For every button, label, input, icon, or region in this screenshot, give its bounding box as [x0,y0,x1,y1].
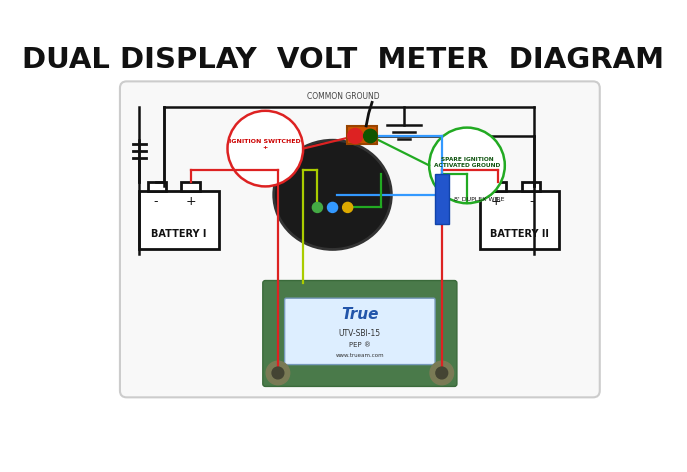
Circle shape [343,202,352,212]
FancyBboxPatch shape [488,182,506,191]
Text: -: - [530,195,534,208]
Text: BATTERY II: BATTERY II [490,229,549,239]
Text: COMMON GROUND: COMMON GROUND [307,92,380,101]
Text: IGNITION SWITCHED
+: IGNITION SWITCHED + [229,139,301,150]
FancyBboxPatch shape [181,182,200,191]
Circle shape [363,129,377,143]
FancyBboxPatch shape [284,298,435,364]
Text: SPARE IGNITION
ACTIVATED GROUND: SPARE IGNITION ACTIVATED GROUND [434,158,500,169]
FancyBboxPatch shape [435,174,449,224]
Circle shape [272,367,284,379]
Circle shape [266,361,290,385]
Text: 8' DUPLEX WIRE: 8' DUPLEX WIRE [453,196,504,202]
Circle shape [227,111,303,186]
FancyBboxPatch shape [347,126,377,144]
Text: DUAL DISPLAY  VOLT  METER  DIAGRAM: DUAL DISPLAY VOLT METER DIAGRAM [23,46,664,75]
Circle shape [429,127,505,203]
FancyBboxPatch shape [263,280,457,387]
Circle shape [430,361,453,385]
Circle shape [328,202,337,212]
Circle shape [313,202,322,212]
Text: BATTERY I: BATTERY I [152,229,207,239]
FancyBboxPatch shape [148,182,166,191]
Circle shape [348,128,363,143]
Text: www.trueam.com: www.trueam.com [335,353,384,358]
Text: -: - [154,195,158,208]
Text: +: + [186,195,196,208]
Text: UTV-SBI-15: UTV-SBI-15 [339,329,381,338]
Text: PEP ®: PEP ® [349,342,371,347]
FancyBboxPatch shape [521,182,540,191]
Ellipse shape [273,140,392,249]
FancyBboxPatch shape [139,191,219,249]
Text: +: + [491,195,502,208]
FancyBboxPatch shape [120,81,600,397]
FancyBboxPatch shape [480,191,559,249]
Text: True: True [341,307,379,322]
Circle shape [436,367,448,379]
